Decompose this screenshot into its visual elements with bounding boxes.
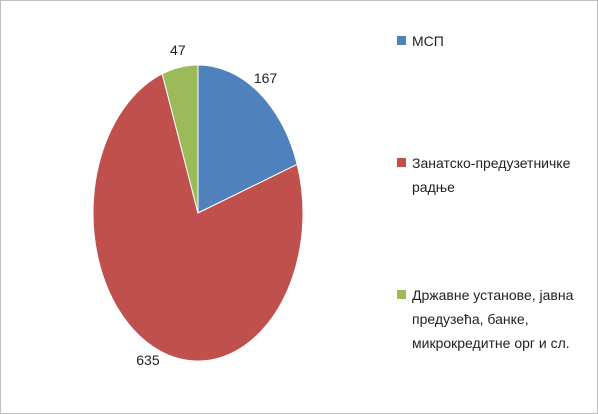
pie-slice [92, 73, 304, 362]
legend-swatch [397, 158, 406, 167]
legend-item: Занатско-предузетничке радње [397, 151, 587, 199]
data-label: 635 [136, 352, 160, 368]
legend-item: МСП [397, 29, 587, 53]
data-label: 47 [170, 42, 186, 58]
legend-item: Државне установе, јавна предузећа, банке… [397, 283, 587, 355]
data-label: 167 [254, 70, 278, 86]
legend-label: Занатско-предузетничке радње [412, 155, 571, 195]
legend-label: Државне установе, јавна предузећа, банке… [412, 287, 574, 351]
legend-swatch [397, 290, 406, 299]
pie-slice [161, 64, 199, 214]
legend-swatch [397, 36, 406, 45]
legend-label: МСП [412, 33, 444, 49]
